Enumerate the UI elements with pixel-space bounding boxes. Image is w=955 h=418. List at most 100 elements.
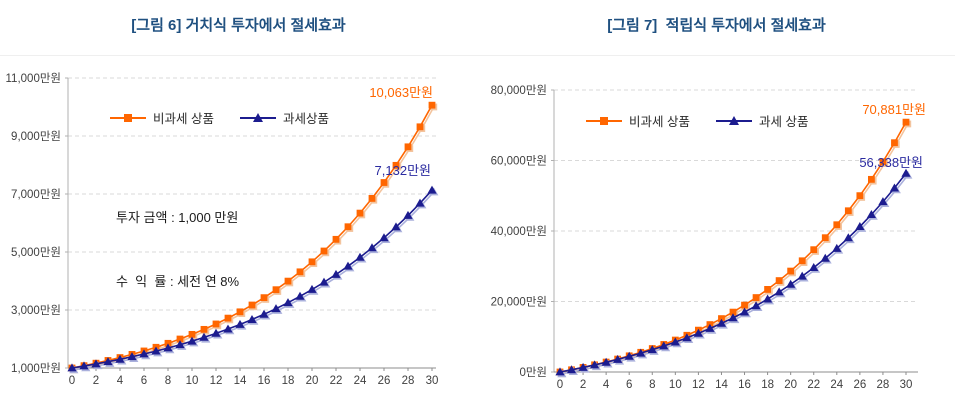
taxable-series-marker [379, 233, 389, 242]
tax-free-marker-icon [110, 113, 146, 123]
taxable-series-marker [832, 243, 842, 252]
x-tick-label: 6 [626, 379, 632, 391]
tax-free-series-marker [764, 286, 771, 293]
tax-free-series-marker [821, 234, 829, 242]
tax-free-series-marker [248, 301, 256, 309]
tax-free-series-marker [200, 325, 208, 333]
taxable-series-marker [659, 341, 669, 350]
x-tick-label: 12 [210, 375, 223, 387]
taxable-series-marker [211, 328, 221, 337]
taxable-series-marker [271, 304, 281, 313]
taxable-series-marker [555, 367, 565, 376]
taxable-series-marker [693, 328, 703, 337]
chart-panel-lump-sum: [그림 6] 거치식 투자에서 절세효과 1,000만원 3,000만원 5,000… [0, 0, 477, 418]
taxable-series-marker [613, 354, 623, 363]
tax-free-series-marker [380, 179, 388, 186]
taxable-series-marker [763, 294, 773, 303]
y-tick-label: 20,000만원 [491, 295, 547, 309]
taxable-series-marker [716, 318, 727, 327]
x-tick-label: 20 [306, 375, 319, 387]
x-tick-label: 18 [282, 375, 295, 387]
tax-free-series-marker [344, 223, 352, 231]
y-tick-label: 9,000만원 [11, 129, 61, 143]
taxable-series-marker [705, 323, 715, 332]
taxable-series-marker [624, 351, 634, 360]
tax-free-series-marker [416, 123, 424, 131]
taxable-series-marker [151, 346, 161, 355]
tax-free-series-marker [902, 118, 910, 126]
x-tick-label: 4 [603, 379, 610, 391]
taxable-series-marker [889, 183, 900, 192]
x-tick-label: 22 [330, 375, 343, 387]
taxable-series-marker [797, 271, 807, 280]
tax-free-series-marker [752, 294, 760, 301]
taxable-series-marker [590, 360, 600, 369]
x-tick-label: 30 [900, 379, 913, 391]
y-tick-label: 11,000만원 [6, 71, 61, 85]
tax-free-series-marker [296, 268, 304, 276]
taxable-marker-icon [239, 112, 276, 123]
tax-free-series-marker [718, 315, 725, 322]
taxable-series-marker [843, 233, 853, 242]
taxable-series-marker [728, 313, 738, 322]
x-tick-label: 12 [692, 379, 705, 391]
taxable-series-marker [647, 345, 657, 354]
taxable-series-marker [67, 363, 77, 372]
x-tick-label: 20 [784, 379, 797, 391]
divider [0, 55, 955, 56]
tax-free-series-marker [404, 143, 412, 151]
x-tick-label: 8 [649, 379, 655, 391]
taxable-series-marker [187, 336, 197, 345]
x-tick-label: 10 [186, 375, 199, 387]
legend-label-tax-free: 비과세 상품 [153, 112, 214, 126]
tax-free-series-marker [833, 221, 841, 229]
tax-free-series-marker [368, 195, 376, 202]
taxable-series-marker [103, 357, 113, 366]
y-tick-label: 80,000만원 [491, 83, 547, 97]
taxable-series-marker [786, 279, 796, 288]
x-tick-label: 28 [877, 379, 890, 391]
taxable-series-marker [774, 287, 784, 296]
tax-free-series-marker [260, 294, 268, 302]
tax-free-series-marker [188, 330, 196, 338]
y-tick-label: 3,000만원 [11, 303, 61, 317]
taxable-series-marker [578, 362, 588, 371]
tax-free-series-marker [392, 161, 400, 169]
end-label-tax-free: 70,881만원 [862, 102, 926, 117]
taxable-series-marker [820, 253, 830, 262]
x-tick-label: 16 [258, 375, 271, 387]
taxable-series-marker [247, 314, 257, 323]
taxable-series-marker [163, 343, 173, 352]
chart-area-installment: 0만원 20,000만원 40,000만원 60,000만원 80,000만원 0 2 4 6 8… [478, 60, 955, 418]
tax-free-series-marker [741, 301, 748, 309]
tax-free-series-marker [798, 257, 806, 265]
x-tick-label: 18 [761, 379, 774, 391]
taxable-series-marker [403, 210, 413, 219]
x-tick-label: 14 [715, 379, 728, 391]
chart-panel-installment: [그림 7] 적립식 투자에서 절세효과 0만원 20,000만원 40,000만원… [478, 0, 955, 418]
taxable-series-marker [343, 261, 353, 270]
taxable-series-marker [901, 168, 911, 177]
taxable-series-marker [636, 348, 646, 357]
taxable-series-marker [739, 307, 750, 316]
taxable-series-marker [809, 262, 819, 271]
tax-free-series-marker [164, 339, 172, 347]
tax-free-marker-icon [586, 116, 622, 126]
tax-free-series-marker [272, 286, 280, 294]
legend-label-tax-free: 비과세 상품 [629, 115, 690, 129]
taxable-series-marker [199, 332, 209, 341]
annotation-yield: 수 익 률 : 세전 연 8% [116, 274, 240, 290]
x-tick-label: 6 [141, 375, 147, 387]
taxable-series-marker [855, 222, 865, 231]
taxable-series-marker [223, 324, 233, 333]
tax-free-series-marker [810, 246, 818, 254]
chart-area-lump-sum: 1,000만원 3,000만원 5,000만원 7,000만원 9,000만원 11,00… [0, 60, 477, 418]
legend-label-taxable: 과세상품 [282, 112, 329, 126]
y-tick-label: 40,000만원 [491, 224, 547, 238]
tax-free-series-marker [332, 235, 340, 243]
x-tick-label: 28 [402, 375, 415, 387]
taxable-series-marker [295, 291, 305, 300]
tax-free-series-marker [844, 207, 852, 215]
tax-free-series-marker [775, 277, 783, 284]
x-tick-label: 22 [807, 379, 820, 391]
